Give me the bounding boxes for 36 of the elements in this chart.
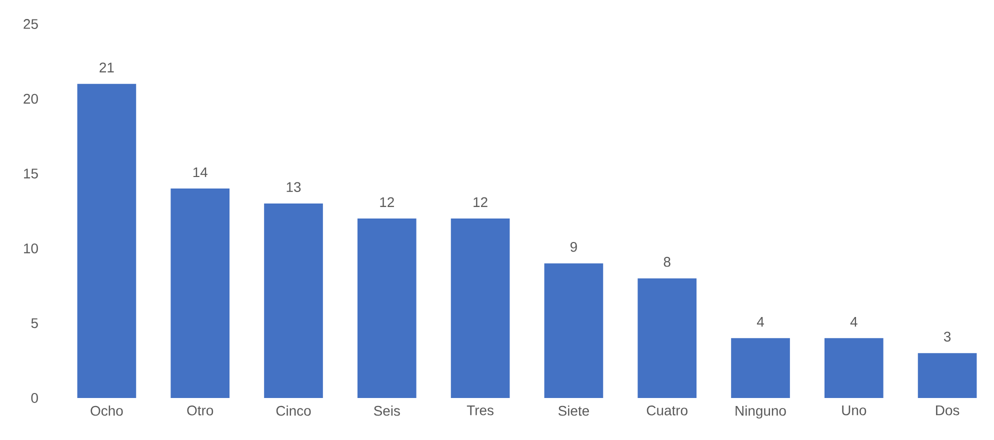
bar	[638, 278, 697, 398]
data-label: 13	[286, 182, 301, 192]
data-label: 12	[380, 197, 394, 207]
x-tick-label: Dos	[936, 406, 960, 416]
bar	[357, 218, 416, 398]
x-tick-label: Cinco	[276, 406, 311, 416]
data-label: 8	[664, 256, 670, 267]
bar	[450, 218, 510, 398]
data-label: 21	[100, 62, 114, 72]
bar	[918, 353, 977, 398]
bar	[824, 338, 884, 398]
y-tick-label: 25	[24, 19, 38, 29]
bar	[77, 84, 136, 398]
y-tick-label: 0	[31, 393, 38, 403]
data-label: 12	[474, 197, 488, 207]
x-tick-label: Ocho	[90, 406, 123, 416]
x-tick-label: Siete	[558, 406, 589, 416]
data-label: 14	[193, 167, 208, 178]
bar	[170, 188, 230, 398]
x-tick-label: Ninguno	[736, 406, 786, 419]
bar	[264, 204, 323, 398]
y-tick-label: 15	[24, 168, 38, 178]
y-tick-label: 5	[31, 318, 38, 328]
data-label: 9	[570, 242, 577, 252]
x-tick-label: Uno	[842, 406, 866, 416]
x-tick-label: Cuatro	[646, 406, 688, 416]
bar	[731, 338, 790, 398]
data-label: 4	[850, 317, 858, 327]
y-tick-label: 20	[24, 94, 38, 104]
x-tick-label: Seis	[374, 406, 400, 416]
bar	[544, 263, 604, 398]
x-tick-label: Tres	[466, 406, 494, 416]
data-label: 4	[756, 317, 764, 327]
y-tick-label: 10	[24, 243, 38, 254]
data-label: 3	[944, 332, 951, 342]
x-tick-label: Otro	[187, 406, 214, 416]
